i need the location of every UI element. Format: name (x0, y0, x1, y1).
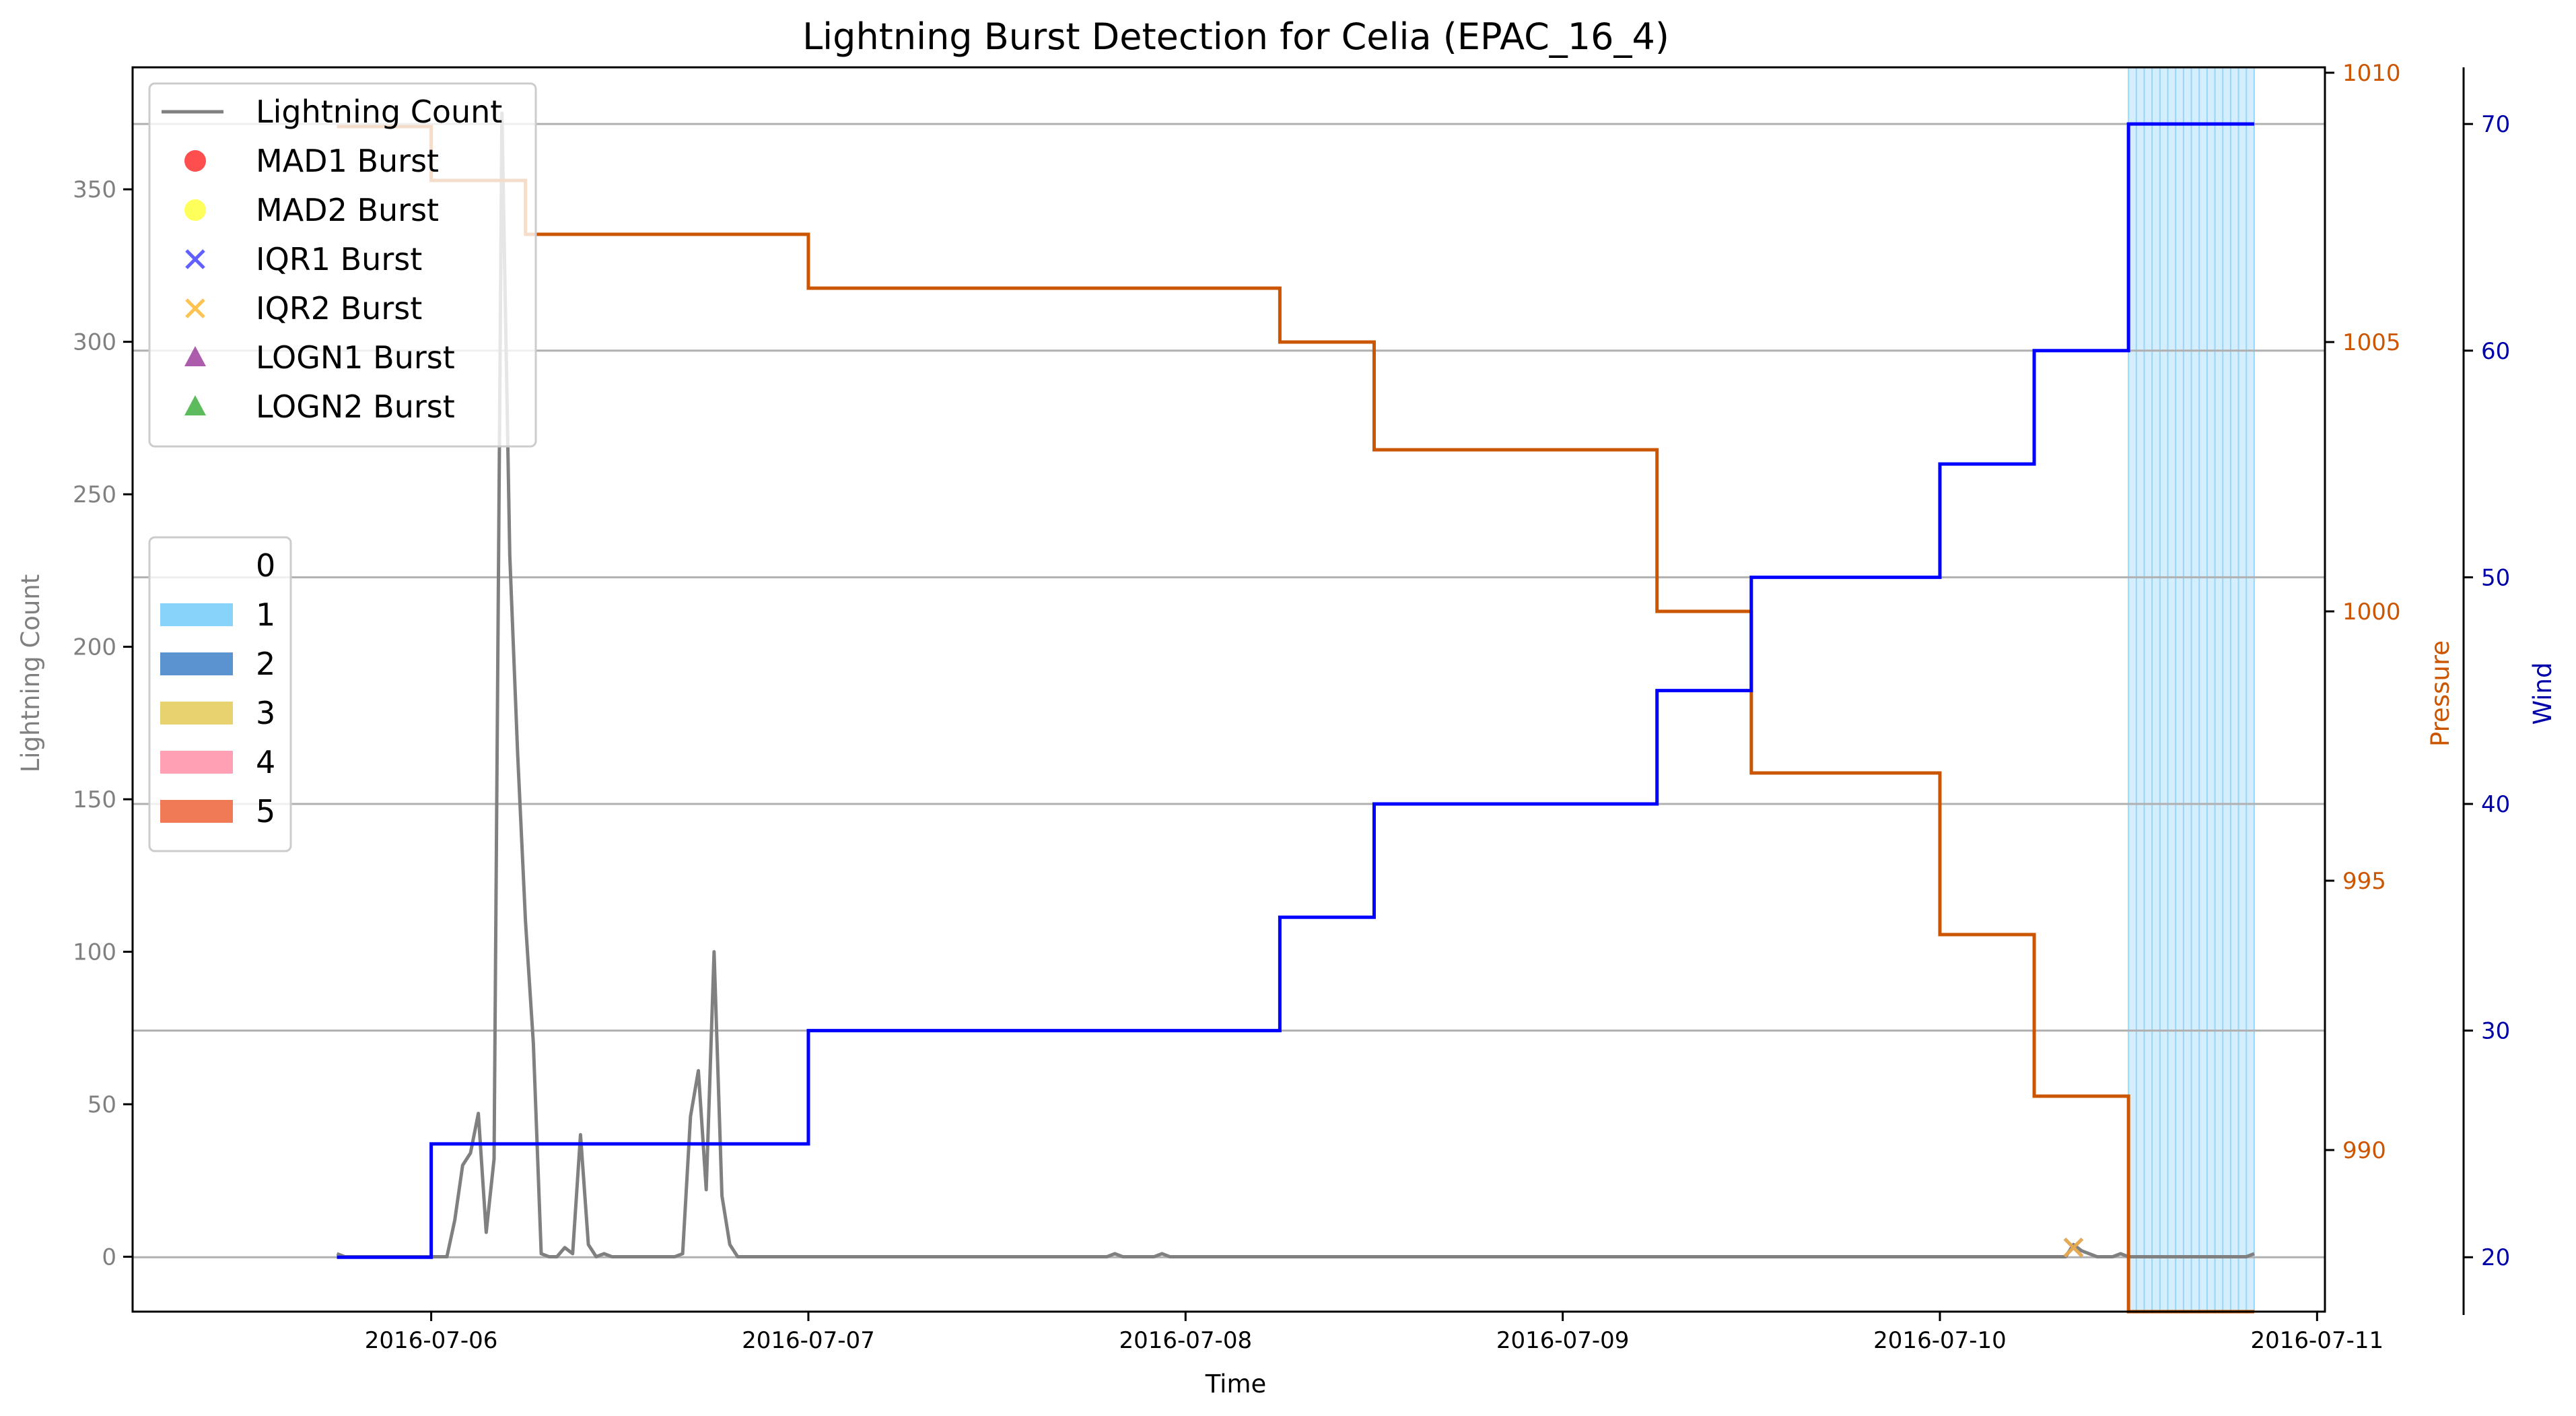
x-tick-label: 2016-07-08 (1119, 1327, 1252, 1354)
plot-area: 2016-07-06 2016-07-07 2016-07-08 2016-07-09… (73, 60, 2510, 1354)
legend-category-swatch (160, 751, 233, 774)
legend-category-swatch (160, 702, 233, 724)
y-axis-pressure-label: Pressure (2426, 640, 2455, 747)
legend-x-swatch (185, 298, 205, 318)
legend-circle-swatch (184, 199, 206, 221)
chart-title: Lightning Burst Detection for Celia (EPA… (802, 15, 1669, 58)
plot-frame (131, 66, 2326, 1313)
y-pressure-tick-label: 995 (2342, 868, 2386, 895)
y-left-tick-label: 350 (73, 176, 116, 203)
y-left-tick-label: 100 (73, 939, 116, 966)
legend-category-label: 1 (256, 597, 275, 633)
x-axis-label: Time (1205, 1370, 1267, 1398)
y-left-tick-label: 50 (88, 1091, 116, 1118)
y-wind-tick-label: 30 (2481, 1018, 2510, 1045)
legend-category-label: 2 (256, 646, 275, 682)
legend-marker-label: IQR2 Burst (256, 290, 422, 327)
y-axis-wind-label: Wind (2528, 663, 2557, 725)
y-pressure-tick-label: 1000 (2342, 599, 2401, 626)
x-tick-label: 2016-07-11 (2251, 1327, 2384, 1354)
legend-circle-swatch (184, 150, 206, 172)
legend-marker-label: MAD1 Burst (256, 143, 439, 179)
burst-marker (2063, 1238, 2084, 1258)
x-tick-label: 2016-07-09 (1496, 1327, 1630, 1354)
y-pressure-tick-label: 990 (2342, 1137, 2386, 1164)
legend-marker-label: LOGN2 Burst (256, 389, 455, 425)
legend-category-swatch (160, 652, 233, 675)
legend-marker-label: Lightning Count (256, 94, 502, 130)
y-wind-tick-label: 60 (2481, 338, 2510, 365)
legend-category-label: 4 (256, 744, 275, 780)
y-left-tick-label: 300 (73, 329, 116, 356)
y-wind-tick-label: 20 (2481, 1244, 2510, 1271)
y-pressure-tick-label: 1010 (2342, 60, 2401, 87)
y-left-tick-label: 200 (73, 634, 116, 661)
legend-triangle-swatch (184, 395, 206, 415)
legend-category-swatch (160, 554, 233, 577)
legend-category-swatch (160, 603, 233, 626)
y-left-tick-label: 150 (73, 786, 116, 813)
x-tick-label: 2016-07-10 (1873, 1327, 2007, 1354)
series-wind (337, 122, 2254, 1259)
series-pressure (337, 125, 2254, 1314)
x-tick-label: 2016-07-06 (365, 1327, 498, 1354)
y-wind-tick-label: 70 (2481, 111, 2510, 138)
legend-triangle-swatch (184, 346, 206, 366)
series-lightning-count (336, 111, 2255, 1258)
legend-marker-label: MAD2 Burst (256, 192, 439, 228)
y-wind-tick-label: 40 (2481, 791, 2510, 818)
legend-marker-label: IQR1 Burst (256, 241, 422, 277)
legend-x-swatch (185, 249, 205, 269)
legend-category-label: 5 (256, 793, 275, 830)
y-pressure-tick-label: 1005 (2342, 329, 2401, 356)
x-tick-label: 2016-07-07 (742, 1327, 875, 1354)
y-left-tick-label: 250 (73, 481, 116, 508)
legend-category-label: 3 (256, 695, 275, 731)
y-left-tick-label: 0 (102, 1244, 116, 1271)
y-wind-tick-label: 50 (2481, 564, 2510, 591)
legend-markers-box (148, 82, 537, 448)
legend-markers: Lightning Count MAD1 Burst MAD2 Burst IQR1 … (148, 82, 537, 448)
legend-category-label: 0 (256, 547, 275, 584)
legend-category-swatch (160, 800, 233, 823)
legend-marker-label: LOGN1 Burst (256, 339, 455, 376)
legend-categories: 0 1 2 3 4 5 (148, 536, 292, 852)
y-axis-left-label: Lightning Count (16, 574, 45, 773)
